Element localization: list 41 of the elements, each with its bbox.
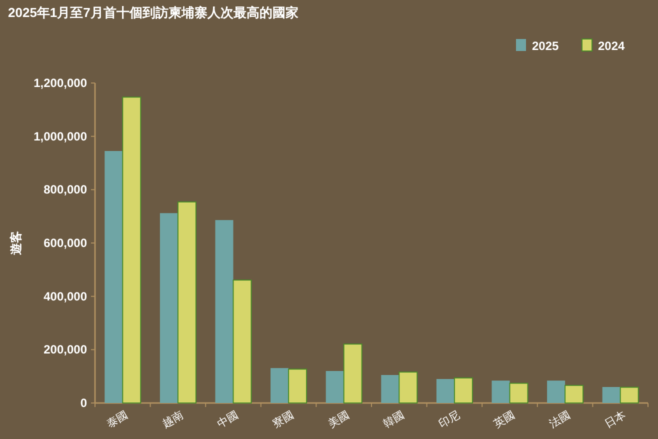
y-tick-label: 600,000 (44, 236, 88, 250)
y-tick-label: 1,000,000 (34, 129, 88, 144)
x-tick-label: 韓國 (381, 408, 407, 431)
bar (381, 375, 400, 403)
bar (232, 280, 252, 404)
bar (215, 220, 234, 403)
bar (602, 387, 620, 403)
bar (343, 344, 362, 404)
bar (509, 382, 528, 404)
x-tick-label: 越南 (160, 408, 186, 431)
bar (288, 368, 308, 404)
x-tick-label: 泰國 (105, 409, 130, 431)
legend-label: 2024 (598, 39, 626, 53)
bar (454, 377, 473, 404)
x-tick-label: 印尼 (436, 408, 462, 431)
y-tick-label: 1,200,000 (34, 76, 88, 90)
bar (492, 380, 510, 403)
x-tick-label: 法國 (546, 408, 573, 431)
bar (326, 371, 344, 403)
x-tick-label: 中國 (215, 408, 241, 431)
legend-label: 2025 (532, 39, 560, 53)
bar (177, 201, 196, 404)
bar (564, 384, 584, 404)
x-tick-label: 美國 (326, 408, 352, 431)
y-tick-label: 0 (80, 396, 88, 410)
chart-title: 2025年1月至7月首十個到訪柬埔寨人次最高的國家 (8, 5, 298, 20)
bar (436, 379, 454, 403)
x-tick-label: 日本 (602, 408, 628, 431)
y-tick-label: 400,000 (44, 289, 88, 304)
bar (122, 96, 142, 404)
bar (160, 213, 178, 403)
y-tick-label: 800,000 (44, 182, 88, 197)
bar (398, 372, 418, 404)
x-tick-label: 英國 (492, 408, 518, 431)
bar (104, 151, 123, 403)
bar (547, 380, 566, 403)
bar (620, 386, 639, 404)
bar (270, 368, 289, 403)
y-tick-label: 200,000 (44, 342, 88, 357)
x-tick-label: 寮國 (270, 408, 296, 431)
y-axis-title: 遊客 (9, 231, 23, 255)
